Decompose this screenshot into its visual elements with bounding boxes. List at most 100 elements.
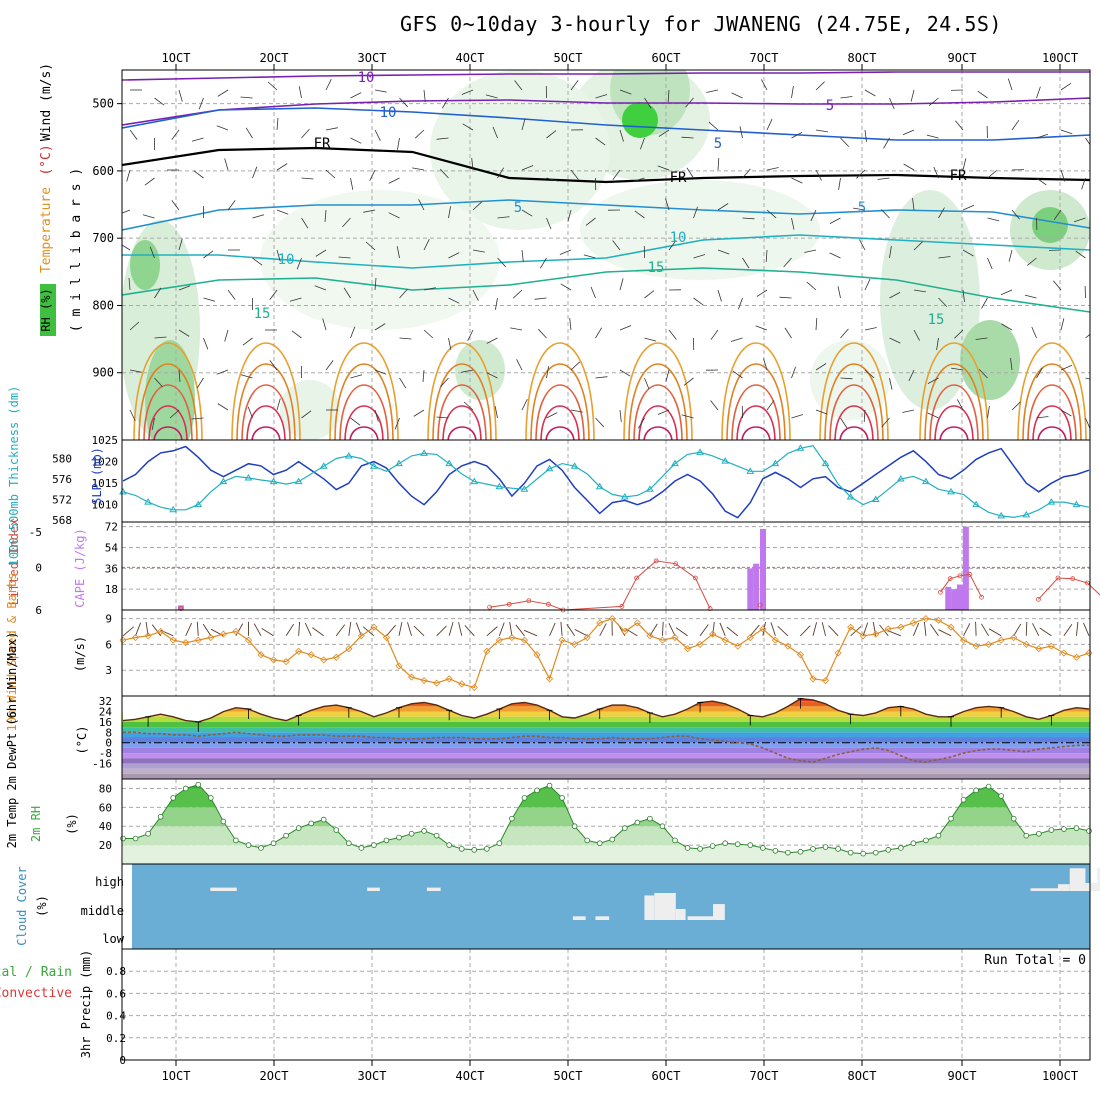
upper-wind-barb <box>853 207 866 211</box>
contour-label: FR <box>314 136 331 152</box>
upper-wind-barb <box>840 328 849 339</box>
upper-wind-barb <box>1060 169 1066 182</box>
upper-wind-barb <box>315 249 327 257</box>
x-tick-label-top-3: 3OCT <box>358 51 387 65</box>
lifted-index-marker <box>957 573 963 579</box>
rh-axis-label: RH (%) <box>39 288 53 331</box>
precip-convective-label: Convective <box>0 986 72 1001</box>
wind-speed-marker <box>1022 640 1030 648</box>
temp-contour-10 <box>122 234 1090 269</box>
upper-wind-barb <box>693 297 704 306</box>
lifted-index-marker <box>967 572 973 577</box>
upper-wind-barb <box>1060 129 1073 135</box>
upper-wind-barb <box>619 369 631 377</box>
upper-wind-barb <box>441 97 449 109</box>
wind-speed-marker <box>759 625 767 633</box>
rh-marker <box>860 850 866 857</box>
upper-wind-barb <box>217 403 229 411</box>
upper-wind-barb <box>126 169 131 182</box>
upper-wind-barb <box>1036 86 1041 99</box>
wind-barb <box>812 622 818 636</box>
temp-contour-arch <box>442 405 482 440</box>
thickness-tick-label-568: 568 <box>52 514 72 527</box>
upper-wind-barb <box>1000 289 1013 296</box>
lifted-index-marker <box>546 601 551 607</box>
upper-wind-barb <box>840 137 850 147</box>
rh-marker <box>521 795 528 801</box>
upper-wind-barb <box>912 198 915 211</box>
upper-wind-barb <box>472 249 485 253</box>
chart-title: GFS 0~10day 3-hourly for JWANENG (24.75E… <box>400 12 1002 36</box>
upper-wind-barb <box>928 97 939 106</box>
rh-marker <box>333 827 340 833</box>
thickness-marker <box>646 485 654 492</box>
li-tick-label-0: 0 <box>35 561 42 574</box>
wind-barb <box>749 624 760 637</box>
temp-contour-arch <box>153 426 183 440</box>
cloud-cell-14 <box>687 916 714 920</box>
upper-wind-barb <box>619 278 624 291</box>
rh-legend-swatch <box>40 284 56 336</box>
cape-frame <box>121 521 1091 611</box>
thickness-marker <box>445 459 454 467</box>
upper-wind-barb <box>388 212 400 219</box>
slp-tick-label-1010: 1010 <box>92 499 119 512</box>
wind-barb <box>298 621 301 636</box>
upper-wind-barb <box>240 374 253 379</box>
upper-wind-barb <box>122 244 131 251</box>
upper-wind-barb <box>975 337 988 340</box>
upper-wind-barb <box>955 120 964 131</box>
upper-wind-barb <box>742 168 751 179</box>
rh-marker <box>182 785 189 792</box>
temp-contour-arch <box>1027 384 1077 440</box>
wind-barb <box>448 622 454 636</box>
x-tick-label-top-8: 8OCT <box>848 51 877 65</box>
upper-wind-barb <box>987 217 1000 222</box>
upper-wind-barb <box>840 96 853 99</box>
rh-marker <box>847 849 854 856</box>
upper-wind-barb <box>926 134 939 139</box>
upper-wind-barb <box>693 254 706 259</box>
upper-wind-barb <box>1053 280 1062 291</box>
upper-wind-barb <box>815 129 828 133</box>
upper-wind-barb <box>298 86 302 99</box>
contour-label: 5 <box>514 200 522 216</box>
upper-wind-barb <box>595 327 603 339</box>
upper-wind-barb <box>510 327 523 331</box>
upper-wind-barb <box>350 417 361 426</box>
upper-wind-barb <box>122 209 131 214</box>
upper-wind-barb <box>668 329 677 340</box>
thickness-marker <box>495 482 504 490</box>
upper-wind-barb <box>486 372 498 379</box>
upper-wind-barb <box>779 296 792 299</box>
lifted-index-line <box>489 560 711 611</box>
rh-marker <box>872 849 879 856</box>
upper-wind-barb <box>908 369 915 382</box>
x-tick-label-bottom-9: 9OCT <box>948 1069 977 1083</box>
upper-wind-barb <box>1007 78 1013 91</box>
wind-speed-marker <box>119 636 127 644</box>
upper-wind-barb <box>619 129 624 142</box>
upper-wind-barb <box>595 137 606 146</box>
wind-speed-marker <box>545 675 554 683</box>
wind-speed-marker <box>571 640 579 648</box>
wind-speed-marker <box>144 632 152 640</box>
cloud-cell-13 <box>675 908 686 920</box>
upper-wind-barb <box>1010 358 1013 371</box>
wind-speed-marker <box>269 656 278 664</box>
upper-wind-barb <box>129 369 142 373</box>
upper-wind-barb <box>619 89 632 95</box>
wind-barb <box>930 624 939 637</box>
thickness-marker <box>972 500 980 508</box>
thickness-marker <box>922 477 930 485</box>
wind-speed-marker <box>407 673 416 681</box>
upper-wind-barb <box>665 369 670 382</box>
rh-area-band-3 <box>123 788 1089 808</box>
upper-wind-barb <box>538 328 547 339</box>
wind-speed-marker <box>608 615 616 623</box>
thickness-marker <box>119 487 127 495</box>
upper-wind-barb <box>269 360 278 371</box>
upper-wind-barb <box>683 377 694 386</box>
wind-speed-marker <box>1085 649 1093 657</box>
wind-speed-marker <box>320 656 328 664</box>
